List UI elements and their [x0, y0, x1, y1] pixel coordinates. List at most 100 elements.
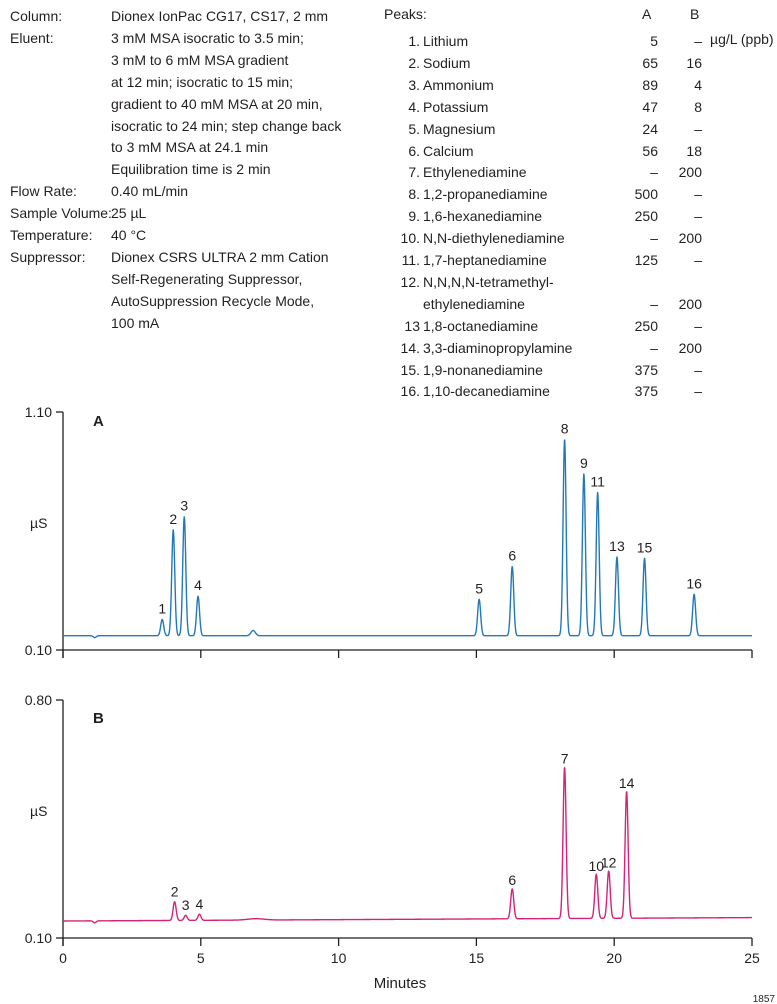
condition-value: at 12 min; isocratic to 15 min; — [111, 73, 294, 90]
peak-name: Sodium — [423, 54, 471, 71]
peak-conc-b: 16 — [686, 54, 702, 71]
y-tick-label: 0.10 — [25, 930, 52, 946]
peak-label: 2 — [169, 511, 177, 527]
peak-conc-b: – — [694, 361, 702, 378]
peak-number: 6. — [408, 142, 420, 159]
condition-label: Column: — [10, 8, 63, 24]
x-tick-label: 0 — [59, 950, 67, 966]
peak-label: 4 — [196, 896, 204, 912]
chromatogram-trace — [62, 439, 753, 639]
peak-label: 15 — [637, 539, 653, 555]
x-tick-label: 10 — [331, 950, 347, 966]
peaks-column-b-header: B — [690, 6, 700, 22]
condition-label: Temperature: — [10, 227, 93, 243]
condition-value: 0.40 mL/min — [111, 183, 189, 200]
peak-conc-b: – — [694, 252, 702, 268]
peak-number: 16. — [400, 383, 420, 400]
peak-number: 2. — [408, 54, 420, 71]
peak-conc-a: 5 — [650, 33, 658, 49]
condition-value: 3 mM to 6 mM MSA gradient — [111, 51, 289, 68]
peak-name: Ammonium — [423, 76, 494, 93]
peak-conc-b: – — [694, 317, 702, 334]
y-axis-label: µS — [30, 803, 47, 819]
condition-value: 100 mA — [111, 314, 160, 331]
condition-value: AutoSuppression Recycle Mode, — [111, 292, 315, 309]
peak-name: 3,3-diaminopropylamine — [423, 339, 573, 356]
peak-label: 12 — [601, 855, 617, 871]
peak-conc-b: – — [694, 120, 702, 137]
x-axis-title: Minutes — [374, 975, 427, 992]
condition-label: Suppressor: — [10, 248, 86, 265]
peak-conc-a: 250 — [634, 317, 658, 334]
peak-conc-a: 500 — [634, 186, 658, 203]
peak-name: Lithium — [423, 33, 469, 49]
peak-label: 6 — [508, 547, 516, 563]
figure-id: 1857 — [753, 994, 776, 1004]
peak-conc-b: 200 — [678, 230, 702, 247]
peak-name: 1,10-decanediamine — [423, 383, 550, 400]
condition-value: Equilibration time is 2 min — [111, 161, 271, 178]
peaks-column-a-header: A — [642, 6, 652, 22]
peak-name: 1,8-octanediamine — [423, 317, 539, 334]
peak-name: Calcium — [423, 142, 474, 159]
peak-label: 3 — [180, 498, 188, 514]
peak-conc-a: 250 — [634, 208, 658, 225]
x-tick-label: 20 — [606, 950, 622, 966]
peak-name: N,N,N,N-tetramethyl- — [423, 273, 554, 290]
peak-label: 10 — [588, 858, 604, 874]
x-tick-label: 5 — [197, 950, 205, 966]
peak-number: 15. — [400, 361, 420, 378]
peak-conc-a: – — [650, 295, 658, 312]
peak-conc-a: 56 — [642, 142, 658, 159]
concentration-unit: µg/L (ppb) — [710, 31, 774, 47]
peak-number: 9. — [408, 208, 420, 225]
peak-number: 3. — [408, 76, 420, 93]
x-tick-label: 15 — [469, 950, 485, 966]
peak-conc-b: 4 — [694, 76, 702, 93]
peak-number: 10. — [400, 230, 420, 247]
peak-name: 1,9-nonanediamine — [423, 361, 543, 378]
peak-conc-a: – — [650, 339, 658, 356]
peak-name: Ethylenediamine — [423, 164, 527, 181]
peak-conc-a: 375 — [634, 361, 658, 378]
condition-label: Flow Rate: — [10, 183, 77, 200]
peak-name: 1,7-heptanediamine — [423, 252, 547, 268]
peak-name: ethylenediamine — [423, 295, 525, 312]
peak-number: 13 — [404, 317, 420, 334]
peak-number: 14. — [400, 339, 420, 356]
condition-value: isocratic to 24 min; step change back — [111, 117, 342, 134]
peaks-heading: Peaks: — [384, 6, 427, 22]
peak-conc-b: 18 — [686, 142, 702, 159]
peak-label: 16 — [686, 575, 702, 591]
peak-conc-b: 200 — [678, 339, 702, 356]
peak-number: 4. — [408, 98, 420, 115]
peak-label: 4 — [194, 577, 202, 593]
y-axis-label: µS — [30, 515, 47, 531]
peak-conc-b: 200 — [678, 295, 702, 312]
peak-number: 7. — [408, 164, 420, 181]
peak-number: 5. — [408, 120, 420, 137]
condition-value: 25 µL — [111, 205, 147, 222]
peak-name: 1,6-hexanediamine — [423, 208, 543, 225]
peak-label: 2 — [171, 883, 179, 899]
x-tick-label: 25 — [744, 950, 760, 966]
peak-label: 1 — [158, 601, 166, 617]
peak-conc-a: 24 — [642, 120, 658, 137]
y-tick-label: 1.10 — [25, 404, 52, 420]
peak-number: 12. — [400, 273, 420, 290]
condition-value: to 3 mM MSA at 24.1 min — [111, 139, 269, 156]
condition-value: Dionex CSRS ULTRA 2 mm Cation — [111, 248, 329, 265]
peak-name: N,N-diethylenediamine — [423, 230, 565, 247]
y-tick-label: 0.80 — [25, 692, 52, 708]
panel-label: B — [93, 710, 104, 727]
peak-conc-b: – — [694, 186, 702, 203]
peak-conc-a: 47 — [642, 98, 658, 115]
peak-conc-b: – — [694, 383, 702, 400]
peak-label: 14 — [619, 775, 635, 791]
peak-conc-a: – — [650, 230, 658, 247]
peak-conc-b: – — [694, 208, 702, 225]
peak-name: 1,2-propanediamine — [423, 186, 548, 203]
condition-value: Dionex IonPac CG17, CS17, 2 mm — [111, 8, 329, 24]
